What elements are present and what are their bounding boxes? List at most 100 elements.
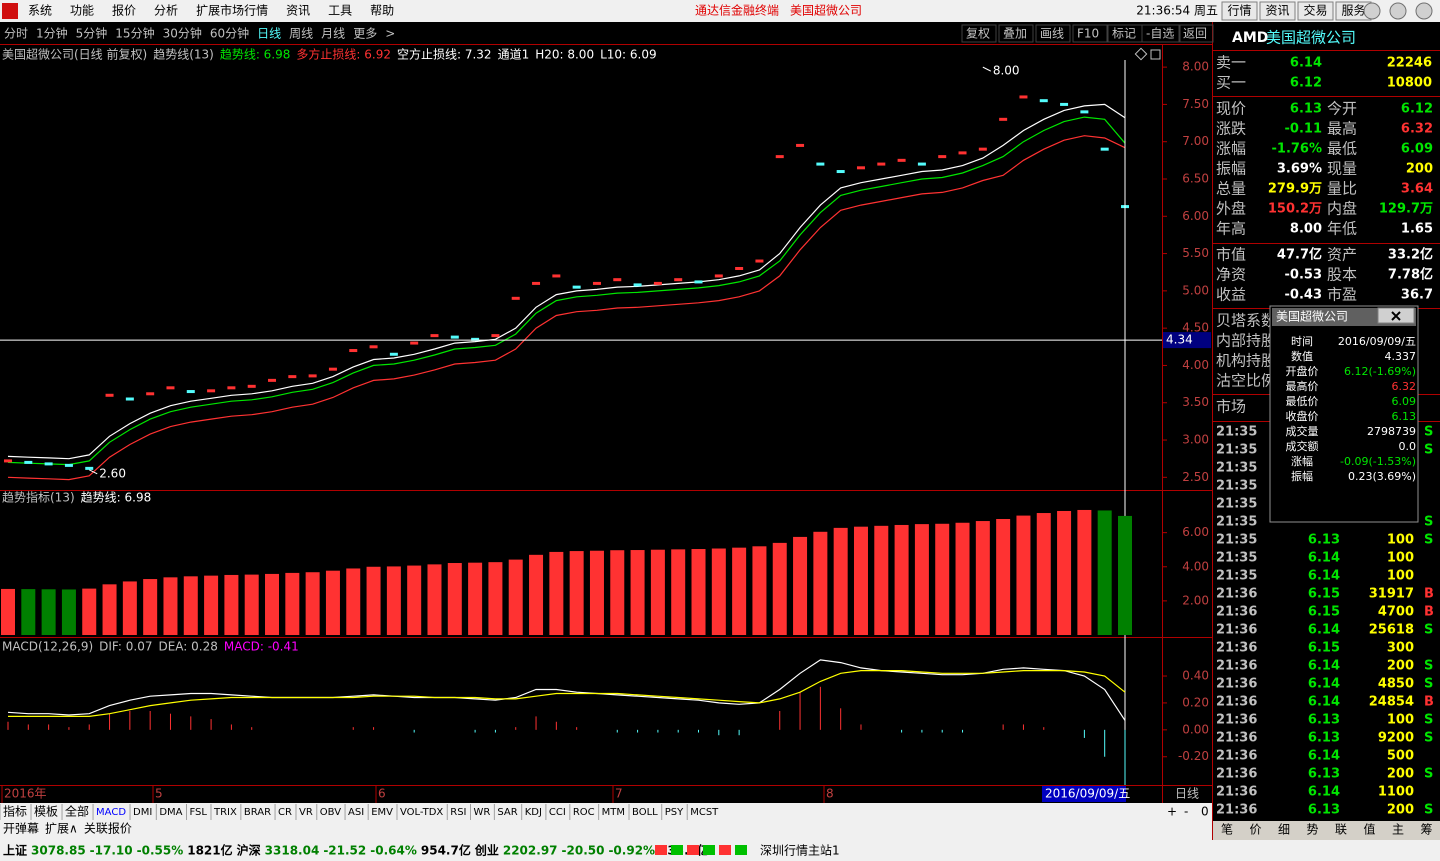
panel-tab[interactable]: 价 <box>1249 823 1261 837</box>
indicator-tab[interactable]: FSL <box>189 807 207 818</box>
menu-item[interactable]: 分析 <box>154 4 178 18</box>
zoom-control[interactable]: 0 <box>1201 805 1209 819</box>
indicator-tab[interactable]: MACD <box>96 807 126 818</box>
trade-price: 6.13 <box>1308 767 1340 782</box>
indicator-tab[interactable]: SAR <box>497 807 517 818</box>
period-tab[interactable]: 月线 <box>321 27 345 41</box>
quote-label: 机构持股 <box>1216 352 1276 370</box>
panel-tab[interactable]: 势 <box>1306 823 1318 837</box>
indicator-tab[interactable]: PSY <box>665 807 684 818</box>
panel-tab[interactable]: 主 <box>1392 823 1404 837</box>
menu-item[interactable]: 扩展市场行情 <box>196 3 268 18</box>
panel-tab[interactable]: 联 <box>1335 823 1347 837</box>
toolbar-label[interactable]: 返回 <box>1183 27 1207 41</box>
toolbar-label[interactable]: F10 <box>1077 27 1099 41</box>
period-tab[interactable]: 日线 <box>257 27 281 41</box>
menu-item[interactable]: 资讯 <box>286 4 310 18</box>
period-tab[interactable]: 周线 <box>289 27 313 41</box>
toolbar-label[interactable]: 复权 <box>966 27 990 41</box>
toolbar-label[interactable]: 画线 <box>1040 27 1064 41</box>
panel-tab[interactable]: 细 <box>1278 823 1290 837</box>
indicator-tab[interactable]: MCST <box>690 807 719 818</box>
quote-value: 150.2万 <box>1268 202 1322 217</box>
toolbar-button[interactable] <box>998 24 1034 43</box>
tool-button[interactable]: 关联报价 <box>84 821 132 836</box>
toolbar-button[interactable] <box>1072 24 1108 43</box>
zoom-control[interactable]: + <box>1167 805 1177 819</box>
menu-item[interactable]: 工具 <box>328 4 352 18</box>
period-tab[interactable]: 60分钟 <box>210 26 249 41</box>
indicator-tab[interactable]: DMI <box>133 807 152 818</box>
top-button[interactable] <box>1259 1 1296 21</box>
toolbar-label[interactable]: 叠加 <box>1003 27 1027 41</box>
period-tab[interactable]: > <box>385 27 395 41</box>
indicator-tab[interactable]: KDJ <box>525 807 542 818</box>
indicator-tab[interactable]: CCI <box>549 807 566 818</box>
window-control[interactable] <box>1389 2 1407 20</box>
indicator-tab[interactable]: CR <box>278 807 292 818</box>
top-button-label[interactable]: 行情 <box>1227 4 1251 18</box>
trade-volume: 100 <box>1387 713 1414 728</box>
indicator-tab[interactable]: RSI <box>450 807 466 818</box>
indicator-tab[interactable]: DMA <box>159 807 182 818</box>
indicator-tab[interactable]: 指标 <box>3 804 27 819</box>
top-button-label[interactable]: 资讯 <box>1265 4 1289 18</box>
window-control[interactable] <box>1363 2 1381 20</box>
price-tick <box>978 147 987 151</box>
indicator-tab[interactable]: 全部 <box>65 804 89 819</box>
menu-item[interactable]: 系统 <box>28 4 52 18</box>
toolbar-button[interactable] <box>1178 24 1214 43</box>
indicator-tab[interactable]: ROC <box>573 807 595 818</box>
toolbar-label[interactable]: -自选 <box>1146 27 1174 41</box>
icon-square[interactable] <box>1150 49 1161 60</box>
toolbar-button[interactable] <box>961 24 997 43</box>
tool-button[interactable]: 扩展∧ <box>45 822 78 836</box>
period-tab[interactable]: 5分钟 <box>76 26 108 41</box>
y-tick-label: 7.50 <box>1182 97 1209 111</box>
price-tick <box>856 166 865 170</box>
indicator-tab[interactable]: BRAR <box>244 807 271 818</box>
indicator-tab[interactable]: EMV <box>371 807 393 818</box>
trade-time: 21:35 <box>1216 533 1257 548</box>
price-tick <box>877 162 886 166</box>
quote-value: 6.32 <box>1401 122 1433 137</box>
indicator-tab[interactable]: VR <box>299 807 313 818</box>
toolbar-button[interactable] <box>1035 24 1071 43</box>
indicator-tab[interactable]: BOLL <box>632 807 658 818</box>
price-tick <box>613 278 622 282</box>
period-tab[interactable]: 分时 <box>4 27 28 41</box>
top-button[interactable] <box>1221 1 1258 21</box>
top-button[interactable] <box>1297 1 1334 21</box>
period-label: 日线 <box>1175 787 1199 801</box>
indicator-tab[interactable]: ASI <box>348 807 364 818</box>
indicator-tab[interactable]: VOL-TDX <box>400 807 443 818</box>
panel-tab[interactable]: 筹 <box>1420 823 1432 837</box>
x-tick-label: 5 <box>155 787 163 801</box>
indicator-tab[interactable]: TRIX <box>213 807 237 818</box>
toolbar-button[interactable] <box>1141 24 1181 43</box>
top-button-label[interactable]: 服务 <box>1341 3 1365 18</box>
y-tick-label: 3.00 <box>1182 433 1209 447</box>
menu-item[interactable]: 帮助 <box>370 4 394 18</box>
panel-tab[interactable]: 值 <box>1363 822 1375 837</box>
indicator-tab[interactable]: WR <box>474 807 491 818</box>
popup-close-x[interactable] <box>1391 311 1401 321</box>
period-tab[interactable]: 1分钟 <box>36 26 68 41</box>
zoom-control[interactable]: - <box>1184 805 1188 819</box>
toolbar-label[interactable]: 标记 <box>1112 27 1136 41</box>
trade-time: 21:36 <box>1216 695 1257 710</box>
panel-tab[interactable]: 笔 <box>1221 822 1233 837</box>
indicator-tab[interactable]: MTM <box>602 807 625 818</box>
tool-button[interactable]: 开弹幕 <box>3 822 39 836</box>
icon-diamond[interactable] <box>1134 47 1148 61</box>
menu-item[interactable]: 功能 <box>70 4 94 18</box>
period-tab[interactable]: 更多 <box>353 27 377 41</box>
period-tab[interactable]: 15分钟 <box>115 26 154 41</box>
indicator-tab[interactable]: OBV <box>320 807 341 818</box>
legend-text: 趋势线: 6.98 <box>81 491 152 505</box>
window-control[interactable] <box>1415 2 1433 20</box>
top-button-label[interactable]: 交易 <box>1303 3 1327 18</box>
indicator-tab[interactable]: 模板 <box>34 805 58 819</box>
menu-item[interactable]: 报价 <box>112 3 136 18</box>
period-tab[interactable]: 30分钟 <box>163 26 202 41</box>
